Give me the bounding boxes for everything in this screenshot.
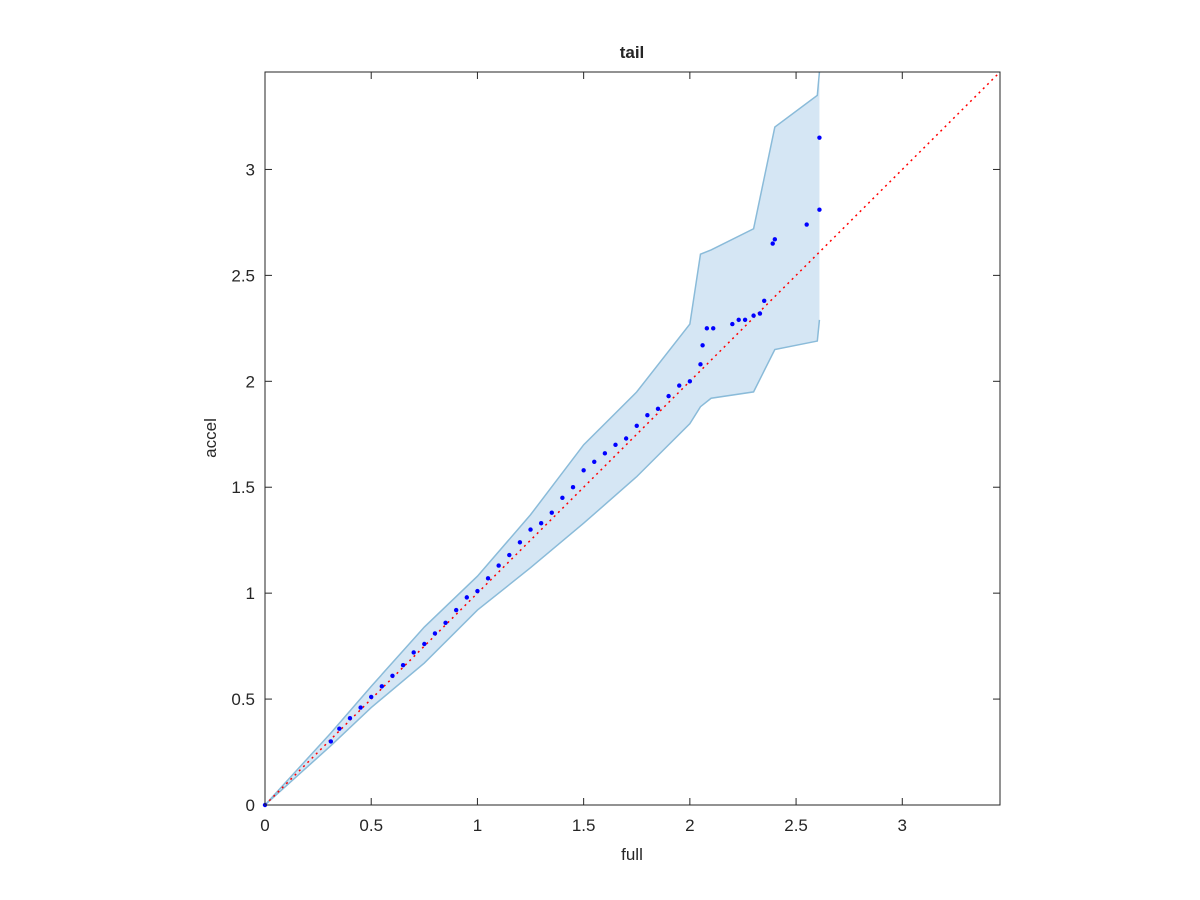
point bbox=[453, 607, 459, 613]
x-axis-label: full bbox=[621, 845, 643, 864]
band-lower bbox=[264, 319, 821, 806]
point bbox=[538, 521, 544, 526]
point bbox=[379, 684, 385, 689]
band-upper bbox=[264, 71, 821, 806]
point bbox=[698, 362, 703, 367]
axes-box bbox=[264, 71, 1001, 806]
point bbox=[742, 317, 748, 323]
point bbox=[711, 326, 716, 331]
point bbox=[704, 326, 710, 331]
point bbox=[496, 563, 501, 568]
point bbox=[390, 673, 395, 678]
point bbox=[634, 423, 639, 428]
point bbox=[369, 694, 374, 700]
y-tick-label: 0 bbox=[246, 796, 255, 815]
x-tick-label: 1 bbox=[473, 816, 482, 835]
point bbox=[687, 379, 693, 384]
point bbox=[400, 662, 406, 668]
point bbox=[655, 406, 661, 412]
point bbox=[762, 298, 767, 303]
y-tick-label: 1 bbox=[246, 584, 255, 603]
point bbox=[443, 620, 448, 626]
point bbox=[602, 451, 608, 456]
point bbox=[736, 317, 741, 323]
point bbox=[817, 207, 822, 212]
point bbox=[623, 436, 629, 441]
point bbox=[358, 705, 363, 710]
point bbox=[328, 739, 334, 744]
point bbox=[507, 552, 512, 558]
point bbox=[337, 726, 342, 731]
band-fill bbox=[265, 72, 820, 805]
point bbox=[772, 237, 778, 242]
x-tick-label: 2.5 bbox=[784, 816, 808, 835]
point bbox=[560, 495, 565, 501]
reference-line bbox=[264, 71, 1001, 806]
point bbox=[432, 631, 438, 636]
point bbox=[757, 311, 763, 316]
y-tick-label: 3 bbox=[246, 160, 255, 179]
y-tick-label: 2 bbox=[246, 372, 255, 391]
y-tick-label: 2.5 bbox=[231, 266, 255, 285]
point bbox=[411, 650, 416, 655]
point bbox=[730, 321, 735, 327]
point bbox=[422, 641, 427, 647]
point bbox=[817, 135, 822, 140]
point bbox=[475, 588, 480, 594]
point bbox=[592, 459, 597, 465]
point bbox=[570, 485, 576, 490]
point bbox=[700, 343, 705, 348]
x-tick-label: 2 bbox=[685, 816, 694, 835]
point bbox=[677, 383, 682, 388]
y-tick-label: 0.5 bbox=[231, 690, 255, 709]
point bbox=[549, 510, 554, 515]
x-tick-label: 0.5 bbox=[359, 816, 383, 835]
point bbox=[485, 576, 491, 581]
x-tick-label: 0 bbox=[260, 816, 269, 835]
point bbox=[528, 527, 533, 532]
point bbox=[613, 442, 618, 448]
point bbox=[347, 715, 353, 721]
point bbox=[581, 468, 586, 473]
point bbox=[666, 393, 671, 399]
point bbox=[751, 313, 756, 318]
x-tick-label: 3 bbox=[898, 816, 907, 835]
point bbox=[464, 595, 470, 600]
y-axis-label: accel bbox=[201, 418, 220, 458]
x-tick-label: 1.5 bbox=[572, 816, 596, 835]
point bbox=[804, 222, 809, 227]
chart-title: tail bbox=[620, 43, 645, 62]
point bbox=[770, 241, 775, 246]
point bbox=[517, 540, 523, 545]
y-tick-label: 1.5 bbox=[231, 478, 255, 497]
point bbox=[645, 412, 650, 418]
